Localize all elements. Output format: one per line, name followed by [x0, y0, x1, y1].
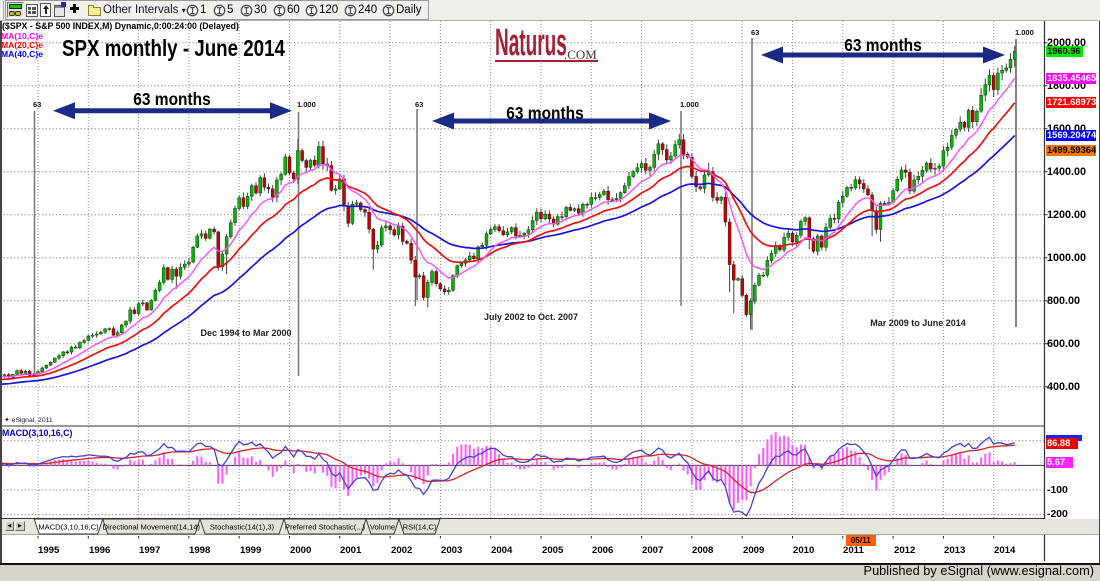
svg-text:Preferred Stochastic(...): Preferred Stochastic(...): [285, 523, 366, 532]
svg-text:Stochastic(14(1),3): Stochastic(14(1),3): [210, 523, 275, 532]
svg-text:Volume: Volume: [370, 523, 395, 532]
svg-text:MACD(3,10,16,C): MACD(3,10,16,C): [38, 523, 99, 532]
svg-text:RSI(14,C): RSI(14,C): [403, 523, 437, 532]
svg-text:Directional Movement(14,14): Directional Movement(14,14): [103, 523, 201, 532]
